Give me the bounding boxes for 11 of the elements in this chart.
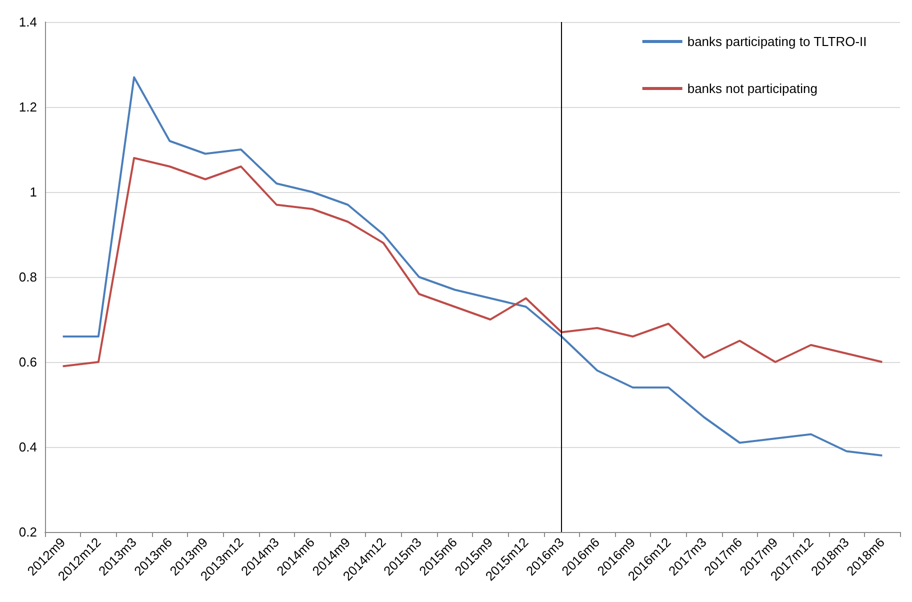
y-tick-label: 0.6 — [18, 354, 37, 370]
y-tick-label: 0.4 — [18, 440, 37, 454]
y-tick-label: 0.2 — [18, 524, 37, 540]
legend-label: banks not participating — [687, 81, 818, 96]
y-tick-label: 1.2 — [18, 100, 37, 114]
line-series — [62, 157, 884, 368]
y-tick-label: 0.8 — [18, 270, 37, 284]
y-tick-label: 1 — [30, 184, 37, 200]
y-tick-label: 1.4 — [18, 14, 37, 30]
legend-label: banks participating to TLTRO-II — [687, 34, 867, 49]
line-series — [62, 76, 884, 456]
